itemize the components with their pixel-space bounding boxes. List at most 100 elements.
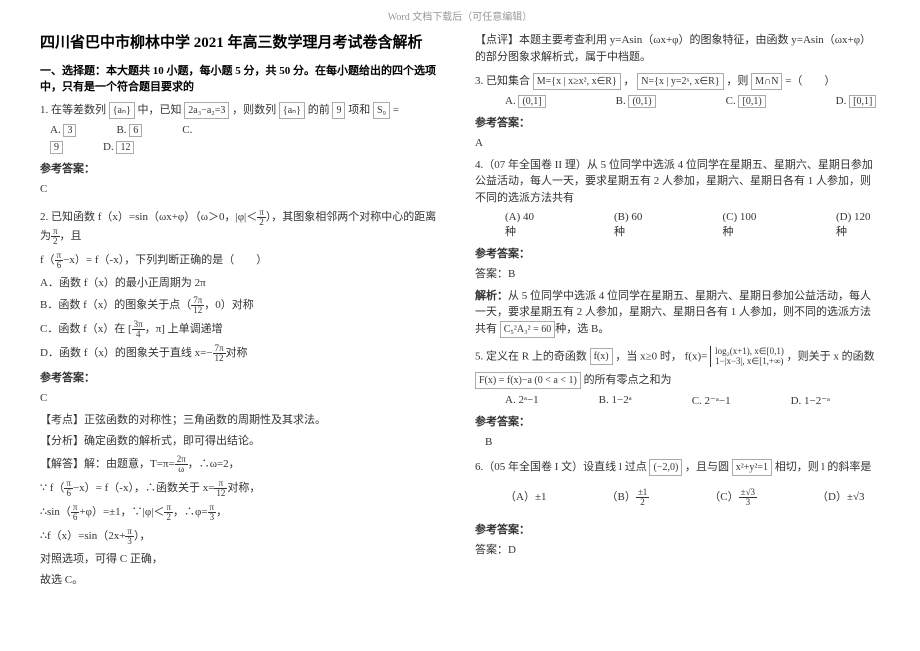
q1-mid4: 项和 (348, 104, 370, 116)
q2-optd-end: 对称 (226, 347, 248, 359)
q5-ans-label: 参考答案： (475, 413, 880, 429)
q3-options: A. (0,1] B. (0,1) C. [0,1) D. [0,1] (505, 95, 880, 108)
q2-l1-mid: −x）= f（-x），∴函数关于 x= (73, 482, 214, 494)
q1-opta-val: 3 (63, 124, 76, 137)
q2-stem: 2. 已知函数 f（x）=sin（ωx+φ）（ω＞0，|φ|＜π2），其图象相邻… (40, 208, 445, 246)
q2-l1-frac2: π12 (214, 479, 227, 498)
q5-t: 5. 定义在 R 上的奇函数 (475, 350, 587, 362)
q4-optd: (D) 120 种 (836, 211, 880, 239)
q5-stem2: F(x) = f(x)−a (0 < a < 1) 的所有零点之和为 (475, 372, 880, 389)
q2-frac1: π2 (257, 208, 266, 227)
q1-text1: 1. 在等差数列 (40, 104, 106, 116)
q4-optb: (B) 60 种 (614, 211, 652, 239)
q3-MN: M∩N (751, 73, 782, 90)
q5-case-wrap: f(x)= log₂(x+1), x∈[0,1)1−|x−3|, x∈[1,+∞… (685, 346, 784, 368)
q3-optb-v: (0,1) (628, 95, 655, 108)
q2-jd-frac: 2πω (175, 455, 188, 474)
q2-optc-frac: 3π4 (132, 320, 145, 339)
q2-l3: ∴f（x）=sin（2x+π3）， (40, 527, 445, 546)
q2-l5: 故选 C。 (40, 572, 445, 589)
q3-opta-v: (0,1] (518, 95, 545, 108)
q2-opta: A．函数 f（x）的最小正周期为 2π (40, 275, 445, 292)
q4-opta: (A) 40 种 (505, 211, 544, 239)
q3-optb: B. (0,1) (616, 95, 656, 108)
q3-t: 3. 已知集合 (475, 75, 530, 87)
content-area: 四川省巴中市柳林中学 2021 年高三数学理月考试卷含解析 一、选择题：本大题共… (0, 27, 920, 594)
q6-ans-label: 参考答案： (475, 521, 880, 537)
q5-options: A. 2ᵃ−1 B. 1−2ᵃ C. 2⁻ᵃ−1 D. 1−2⁻ᵃ (505, 394, 880, 407)
q2-optd: D．函数 f（x）的图象关于直线 x=−7π12对称 (40, 344, 445, 363)
q2-l2-mid: +φ）=±1，∵|φ|＜ (79, 506, 164, 518)
q3-M: M={x | x≥x², x∈R} (533, 73, 621, 90)
q1-optc-label: C. (182, 124, 192, 136)
q2-l2-frac2: π2 (164, 503, 173, 522)
q1-s9: S₉ (373, 102, 390, 119)
q1-optb-val: 6 (129, 124, 142, 137)
q2-stem2: f（π6−x）= f（-x），下列判断正确的是（ ） (40, 251, 445, 270)
q6-optd-l: （D） (817, 491, 847, 503)
q1-opta: A. 3 (50, 124, 76, 137)
q1-options-row2: 9 D. 12 (50, 141, 445, 154)
q1-nine: 9 (332, 102, 345, 119)
q4-options: (A) 40 种 (B) 60 种 (C) 100 种 (D) 120 种 (505, 211, 880, 239)
q2-optc: C．函数 f（x）在 [3π4，π] 上单调递增 (40, 320, 445, 339)
q2-l4: 对照选项，可得 C 正确， (40, 551, 445, 568)
q2-l1-frac: π6 (64, 479, 73, 498)
q3-mid: ， (624, 75, 635, 87)
q3-optd-v: [0,1] (849, 95, 876, 108)
q1-answer: C (40, 181, 445, 198)
q1-options-row1: A. 3 B. 6 C. (50, 124, 445, 137)
q4-answer: 答案：B (475, 266, 880, 283)
q3-stem: 3. 已知集合 M={x | x≥x², x∈R} ， N={x | y=2ˣ,… (475, 73, 880, 90)
q6-optd: （D）±√3 (817, 488, 865, 507)
q2-l3-end: ）， (134, 530, 151, 542)
q6-circ: x²+y²=1 (732, 459, 772, 476)
q4-jx: 解析：从 5 位同学中选派 4 位同学在星期五、星期六、星期日参加公益活动，每人… (475, 288, 880, 338)
q5-case1: log₂(x+1), x∈[0,1) (715, 346, 784, 357)
q3-optc-l: C. (726, 95, 736, 107)
q5-answer: B (485, 434, 880, 451)
q1-mid2: ，则数列 (232, 104, 276, 116)
q3-optc-v: [0,1) (738, 95, 765, 108)
q2-answer: C (40, 390, 445, 407)
q6-mid2: 相切，则 l 的斜率是 (775, 461, 872, 473)
q5-opta: A. 2ᵃ−1 (505, 394, 539, 407)
q5-mid: ，当 x≥0 时， (615, 350, 682, 362)
q2-l2-t: ∴sin（ (40, 506, 71, 518)
q1-eq: = (393, 104, 399, 116)
q5-mid2: ，则关于 x 的函数 (787, 350, 875, 362)
q5-case2: 1−|x−3|, x∈[1,+∞) (715, 356, 784, 367)
section-a-heading: 一、选择题：本大题共 10 小题，每小题 5 分，共 50 分。在每小题给出的四… (40, 62, 445, 94)
q5-stem: 5. 定义在 R 上的奇函数 f(x) ，当 x≥0 时， f(x)= log₂… (475, 346, 880, 368)
q2-optb-frac: 7π12 (191, 296, 204, 315)
q3-optc: C. [0,1) (726, 95, 766, 108)
q3-eq: =（ ） (785, 75, 835, 87)
q2-optd-frac: 7π12 (213, 344, 226, 363)
q3-opta: A. (0,1] (505, 95, 546, 108)
q4-end: 种，选 B。 (555, 323, 609, 335)
q2-kp: 【考点】正弦函数的对称性；三角函数的周期性及其求法。 (40, 412, 445, 429)
q3-optd-l: D. (836, 95, 847, 107)
q1-optd: D. 12 (103, 141, 134, 154)
q5-optc: C. 2⁻ᵃ−1 (692, 394, 731, 407)
q6-stem: 6.（05 年全国卷 I 文）设直线 l 过点 (−2,0) ，且与圆 x²+y… (475, 459, 880, 476)
q6-pt: (−2,0) (649, 459, 682, 476)
q6-optb-frac: ±12 (636, 488, 649, 507)
q1-optc-val: 9 (50, 141, 63, 154)
q2-review: 【点评】本题主要考查利用 y=Asin（ωx+φ）的图象特征，由函数 y=Asi… (475, 32, 880, 65)
q2-l2-frac3: π3 (208, 503, 217, 522)
q1-optb: B. 6 (116, 124, 142, 137)
q1-mid3: 的前 (308, 104, 330, 116)
left-column: 四川省巴中市柳林中学 2021 年高三数学理月考试卷含解析 一、选择题：本大题共… (40, 27, 445, 594)
q2-l1-end: 对称， (227, 482, 260, 494)
q5-optd: D. 1−2⁻ᵃ (791, 394, 830, 407)
q2-frac2: π2 (51, 227, 60, 246)
q3-opta-l: A. (505, 95, 516, 107)
q6-options: （A）±1 （B）±12 （C）±√33 （D）±√3 (505, 488, 880, 507)
q1-an2: {aₙ} (279, 102, 305, 119)
q1-optc: C. (182, 124, 192, 137)
q2-l3-frac: π3 (125, 527, 134, 546)
q6-optb: （B）±12 (606, 488, 649, 507)
q4-formula: C₅²A₃² = 60 (500, 321, 556, 338)
q6-optb-l: （B） (606, 491, 635, 503)
